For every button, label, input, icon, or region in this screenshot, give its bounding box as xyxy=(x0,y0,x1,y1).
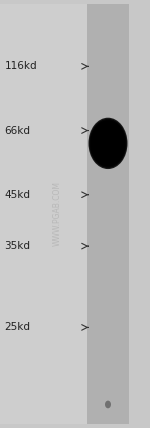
Ellipse shape xyxy=(90,120,126,167)
Ellipse shape xyxy=(92,122,124,164)
Ellipse shape xyxy=(89,119,127,168)
Ellipse shape xyxy=(95,126,121,161)
Ellipse shape xyxy=(100,133,116,154)
Ellipse shape xyxy=(97,129,119,158)
Ellipse shape xyxy=(102,135,114,152)
Ellipse shape xyxy=(105,401,111,408)
Ellipse shape xyxy=(94,125,122,162)
Ellipse shape xyxy=(103,136,113,151)
Ellipse shape xyxy=(96,128,120,159)
FancyBboxPatch shape xyxy=(87,4,129,424)
Text: 66kd: 66kd xyxy=(4,125,30,136)
Ellipse shape xyxy=(96,127,120,160)
Text: WWW.PGAB.COM: WWW.PGAB.COM xyxy=(52,181,62,247)
Ellipse shape xyxy=(93,124,123,163)
Text: 35kd: 35kd xyxy=(4,241,30,251)
Ellipse shape xyxy=(101,134,115,153)
Ellipse shape xyxy=(91,121,125,166)
Ellipse shape xyxy=(99,131,117,155)
Text: 45kd: 45kd xyxy=(4,190,30,200)
Ellipse shape xyxy=(98,131,118,156)
Text: 116kd: 116kd xyxy=(4,61,37,71)
Text: 25kd: 25kd xyxy=(4,322,30,333)
Ellipse shape xyxy=(88,118,128,169)
FancyBboxPatch shape xyxy=(0,4,87,424)
